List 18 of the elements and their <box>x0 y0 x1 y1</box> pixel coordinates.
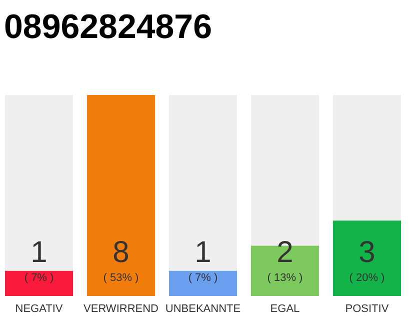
annotation: ( 7% ) <box>24 272 54 284</box>
bar <box>168 270 238 296</box>
annotation: ( 13% ) <box>267 272 303 284</box>
data-label: 1 <box>194 236 212 269</box>
bar <box>5 270 74 296</box>
annotation: ( 20% ) <box>349 272 385 284</box>
x-tick-label: VERWIRREND <box>84 303 159 315</box>
x-tick-label: EGAL <box>270 303 300 315</box>
x-tick-label: UNBEKANNTE <box>165 303 241 315</box>
data-label: 3 <box>358 236 376 269</box>
annotation: ( 7% ) <box>188 272 218 284</box>
annotation: ( 53% ) <box>103 272 139 284</box>
data-label: 8 <box>112 236 130 269</box>
x-tick-label: POSITIV <box>345 303 390 315</box>
data-label: 2 <box>276 236 294 269</box>
data-label: 1 <box>30 236 48 269</box>
x-tick-label: NEGATIV <box>15 303 64 315</box>
chart-title: 08962824876 <box>4 8 212 46</box>
